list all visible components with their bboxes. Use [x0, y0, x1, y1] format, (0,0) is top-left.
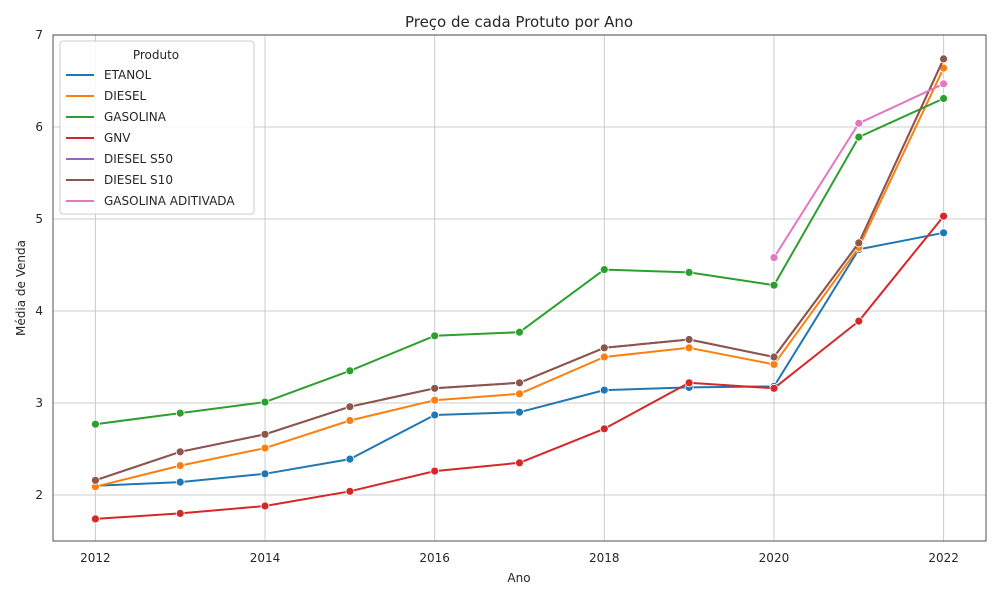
data-point[interactable] — [260, 443, 270, 453]
series-gasolina-aditivada — [769, 79, 948, 263]
y-tick-label: 3 — [35, 396, 43, 410]
legend-entry: DIESEL S50 — [66, 152, 173, 166]
data-point[interactable] — [430, 466, 440, 476]
data-point[interactable] — [91, 475, 100, 485]
data-point[interactable] — [515, 389, 524, 399]
data-point[interactable] — [599, 424, 609, 434]
x-tick-label: 2012 — [80, 551, 111, 565]
data-point[interactable] — [260, 429, 270, 439]
x-tick-label: 2014 — [250, 551, 281, 565]
data-point[interactable] — [91, 514, 100, 524]
legend-entry: DIESEL S10 — [66, 173, 173, 187]
legend-entry: ETANOL — [66, 68, 152, 82]
legend-entry: GASOLINA — [66, 110, 167, 124]
data-point[interactable] — [260, 397, 270, 407]
data-point[interactable] — [430, 383, 440, 393]
data-point[interactable] — [175, 509, 185, 518]
data-point[interactable] — [854, 132, 864, 142]
data-point[interactable] — [854, 316, 864, 326]
data-point[interactable] — [684, 335, 694, 344]
data-point[interactable] — [769, 352, 779, 362]
y-axis-title: Média de Venda — [14, 240, 28, 336]
data-point[interactable] — [599, 385, 609, 395]
data-point[interactable] — [939, 94, 948, 103]
data-point[interactable] — [684, 343, 694, 353]
data-point[interactable] — [91, 419, 100, 429]
legend-entry: GASOLINA ADITIVADA — [66, 194, 235, 208]
data-point[interactable] — [260, 501, 270, 511]
x-tick-label: 2018 — [589, 551, 620, 565]
data-point[interactable] — [345, 486, 355, 496]
data-point[interactable] — [939, 211, 948, 221]
data-point[interactable] — [599, 352, 609, 362]
legend-label: GASOLINA — [104, 110, 167, 124]
data-point[interactable] — [260, 469, 270, 479]
y-tick-label: 4 — [35, 304, 43, 318]
data-point[interactable] — [939, 228, 948, 238]
data-point[interactable] — [515, 458, 524, 468]
data-point[interactable] — [939, 54, 948, 64]
series-gnv — [91, 211, 948, 524]
data-point[interactable] — [599, 343, 609, 353]
y-tick-label: 2 — [35, 488, 43, 502]
y-tick-label: 6 — [35, 120, 43, 134]
data-point[interactable] — [684, 267, 694, 277]
data-point[interactable] — [939, 79, 948, 89]
data-point[interactable] — [515, 378, 524, 388]
x-axis-ticks: 2012 2014 2016 2018 2020 2022 — [80, 551, 959, 565]
legend-label: DIESEL S10 — [104, 173, 173, 187]
data-point[interactable] — [430, 331, 440, 341]
grid-lines — [53, 34, 986, 541]
data-point[interactable] — [175, 408, 185, 418]
data-point[interactable] — [175, 477, 185, 487]
data-point[interactable] — [684, 378, 694, 388]
data-point[interactable] — [175, 461, 185, 471]
legend-label: ETANOL — [104, 68, 152, 82]
legend-entry: GNV — [66, 131, 131, 145]
series-gasolina — [91, 94, 948, 429]
y-tick-label: 7 — [35, 28, 43, 42]
legend-label: GASOLINA ADITIVADA — [104, 194, 235, 208]
legend-label: DIESEL — [104, 89, 147, 103]
data-point[interactable] — [769, 280, 779, 290]
data-point[interactable] — [599, 265, 609, 275]
data-point[interactable] — [769, 253, 779, 263]
data-point[interactable] — [854, 118, 864, 128]
series-layer — [91, 54, 948, 524]
y-tick-label: 5 — [35, 212, 43, 226]
data-point[interactable] — [515, 327, 524, 337]
legend-label: GNV — [104, 131, 131, 145]
data-point[interactable] — [345, 402, 355, 412]
legend-entry: DIESEL — [66, 89, 147, 103]
x-tick-label: 2020 — [759, 551, 790, 565]
data-point[interactable] — [430, 410, 440, 420]
legend: Produto ETANOL DIESEL GASOLINA GNV DIESEL S5… — [59, 40, 255, 215]
y-axis-ticks: 2 3 4 5 6 7 — [35, 28, 43, 502]
data-point[interactable] — [345, 366, 355, 376]
data-point[interactable] — [430, 395, 440, 405]
data-point[interactable] — [345, 454, 355, 464]
data-point[interactable] — [769, 383, 779, 393]
plot-frame — [52, 34, 987, 542]
chart-title: Preço de cada Protuto por Ano — [405, 13, 633, 31]
data-point[interactable] — [515, 407, 524, 417]
legend-label: DIESEL S50 — [104, 152, 173, 166]
data-point[interactable] — [854, 238, 864, 248]
legend-box — [59, 40, 255, 215]
series-diesel — [91, 63, 948, 492]
series-diesel-s10 — [91, 54, 948, 485]
legend-title: Produto — [133, 48, 179, 62]
x-tick-label: 2022 — [928, 551, 959, 565]
data-point[interactable] — [345, 416, 355, 425]
legend-items: ETANOL DIESEL GASOLINA GNV DIESEL S50 DIESEL … — [66, 68, 235, 208]
x-axis-title: Ano — [507, 571, 530, 585]
data-point[interactable] — [175, 447, 185, 457]
data-point[interactable] — [769, 359, 779, 369]
x-tick-label: 2016 — [419, 551, 450, 565]
